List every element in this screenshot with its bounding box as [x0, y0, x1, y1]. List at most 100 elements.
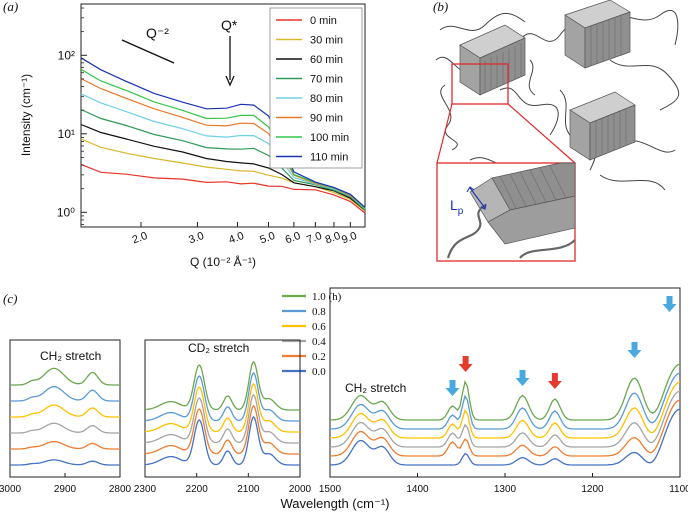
lamellar-schematic: Lp — [435, 0, 680, 262]
peak-arrow-head — [225, 75, 235, 87]
ftir-spectrum-08 — [330, 372, 681, 430]
band-marker-arrow — [547, 373, 562, 389]
x-tick-label: 1100 — [669, 484, 688, 495]
series-line-60-min — [80, 123, 366, 211]
ftir-legend-entry: 0.0 — [312, 366, 326, 378]
lp-arrow — [469, 187, 486, 209]
saxs-x-axis-label: Q (10⁻² Å⁻¹) — [190, 254, 256, 269]
ftir-spectrum-04 — [330, 390, 681, 448]
x-tick-label: 5.0 — [258, 230, 276, 247]
x-tick-label: 3000 — [0, 484, 22, 495]
lamellar-stack-3 — [569, 91, 636, 161]
ftir-legend-entry: 0.6 — [312, 321, 326, 333]
panel-a-label: (a) — [3, 0, 18, 14]
subpanel-3-label: CH₂ stretch — [345, 381, 406, 395]
x-tick-label: 4.0 — [227, 230, 245, 247]
lp-label: Lp — [450, 197, 464, 217]
y-tick-label: 10¹ — [58, 127, 75, 141]
y-tick-label: 10⁰ — [57, 205, 75, 219]
ftir-spectrum-00 — [330, 408, 681, 466]
saxs-chart: 2.0 3.0 4.0 5.0 6.0 7.0 8.09.0 10⁰ 10¹ 10² — [57, 3, 366, 247]
ftir-spectrum-02 — [144, 404, 300, 455]
ftir-legend-entry: 1.0 (h) — [312, 291, 342, 303]
ftir-subpanel-1: CH₂ stretch 3000 2900 2800 — [0, 339, 132, 495]
band-marker-arrow — [458, 356, 473, 372]
x-tick-label: 2000 — [289, 484, 312, 495]
legend-entry: 60 min — [310, 54, 343, 66]
ftir-spectrum-04 — [144, 393, 300, 444]
ftir-x-axis-label: Wavelength (cm⁻¹) — [281, 496, 390, 511]
x-tick-label: 2100 — [237, 484, 260, 495]
ftir-spectrum-08 — [144, 371, 300, 422]
ftir-spectrum-10h — [330, 363, 681, 421]
legend-entry: 100 min — [310, 132, 349, 144]
ftir-spectrum-02 — [330, 399, 681, 457]
band-marker-arrow — [445, 380, 460, 396]
series-line-70-min — [80, 108, 366, 211]
x-tick-label: 1200 — [581, 484, 604, 495]
x-tick-label: 7.0 — [305, 230, 323, 247]
legend-entry: 30 min — [310, 35, 343, 47]
series-line-110-min — [80, 57, 366, 208]
ftir-legend-entry: 0.8 — [312, 306, 326, 318]
band-marker-arrow — [627, 342, 642, 358]
ftir-spectrum-06 — [330, 381, 681, 439]
saxs-plot-frame — [80, 3, 366, 228]
ftir-legend-entry: 0.4 — [312, 336, 326, 348]
x-tick-label: 1300 — [494, 484, 517, 495]
subpanel-1-label: CH₂ stretch — [40, 349, 101, 363]
band-marker-arrow — [515, 370, 530, 386]
x-tick-label: 8.0 — [324, 230, 342, 247]
ftir-subpanel-3: CH₂ stretch 1500 1400 1300 1200 1100 — [319, 287, 688, 495]
legend-entry: 90 min — [310, 113, 343, 125]
ftir-spectrum-08 — [10, 386, 120, 402]
x-tick-label: 6.0 — [284, 230, 302, 247]
series-line-30-min — [80, 138, 366, 212]
ftir-spectrum-02 — [10, 440, 120, 450]
ftir-spectrum-00 — [144, 415, 300, 466]
saxs-legend: 0 min 30 min 60 min 70 min 80 min 90 min 100 m… — [269, 7, 363, 169]
x-tick-label: 1400 — [406, 484, 429, 495]
panel-c-label: (c) — [3, 291, 17, 306]
x-tick-label: 1500 — [319, 484, 342, 495]
saxs-y-axis-label: Intensity (cm⁻¹) — [19, 74, 33, 156]
legend-entry: 70 min — [310, 74, 343, 86]
zoom-source-box — [451, 63, 509, 105]
lamellar-stack-1 — [459, 24, 526, 96]
power-law-label: Q⁻² — [146, 25, 169, 41]
series-line-90-min — [80, 78, 366, 209]
ftir-spectrum-00 — [10, 459, 120, 466]
lamellar-stack-2 — [564, 0, 631, 69]
zoom-connector-left — [436, 103, 453, 164]
x-tick-label: 2800 — [109, 484, 132, 495]
series-line-80-min — [80, 93, 366, 210]
y-tick-label: 10² — [58, 48, 75, 62]
ftir-legend-entry: 0.2 — [312, 351, 326, 363]
legend-entry: 80 min — [310, 93, 343, 105]
x-tick-label: 2300 — [134, 484, 157, 495]
x-tick-label: 9.0 — [340, 230, 358, 247]
ftir-spectrum-10h — [144, 360, 300, 411]
panel-b-label: (b) — [433, 0, 448, 14]
zoom-inset-stack — [446, 162, 576, 259]
ftir-spectrum-10h — [10, 367, 120, 386]
x-tick-label: 3.0 — [187, 230, 205, 247]
x-tick-label: 2900 — [54, 484, 77, 495]
power-law-guide-line — [121, 39, 175, 64]
ftir-subpanel-2: CD₂ stretch 2300 2200 2100 2000 — [134, 339, 312, 495]
ftir-spectrum-06 — [10, 404, 120, 418]
peak-label: Q* — [221, 17, 238, 33]
legend-entry: 0 min — [310, 15, 337, 27]
saxs-legend-box — [269, 7, 363, 169]
ftir-legend: 1.0 (h) 0.8 0.6 0.4 0.2 0.0 — [282, 291, 342, 378]
x-tick-label: 2200 — [186, 484, 209, 495]
zoom-connector-right — [507, 103, 576, 164]
subpanel-2-label: CD₂ stretch — [188, 341, 249, 355]
ftir-spectrum-04 — [10, 422, 120, 434]
legend-entry: 110 min — [310, 152, 348, 164]
x-tick-label: 2.0 — [131, 230, 149, 247]
band-marker-arrow — [662, 296, 677, 312]
ftir-spectrum-06 — [144, 382, 300, 433]
series-line-0-min — [80, 163, 366, 214]
